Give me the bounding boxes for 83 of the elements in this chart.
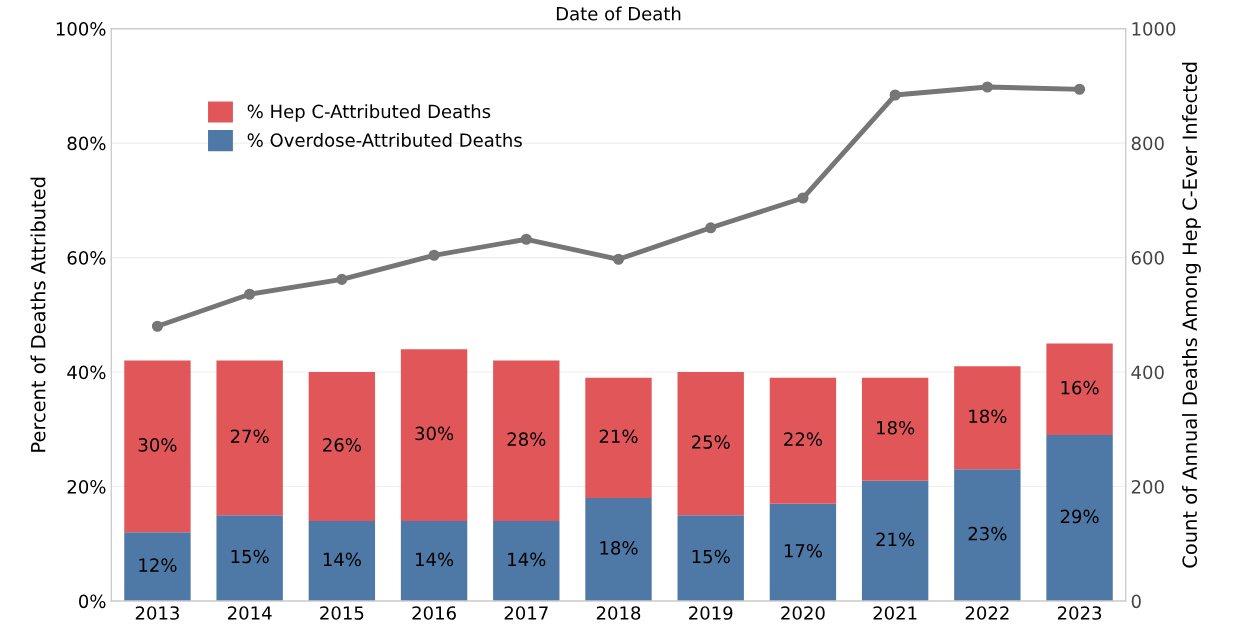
bar [216, 515, 283, 602]
bar [124, 532, 191, 602]
bar [400, 349, 468, 521]
point [797, 192, 809, 204]
y2-tick-label: 1000 [1132, 22, 1176, 36]
x-tick-label: 2018 [596, 606, 641, 620]
bar [954, 469, 1021, 602]
bar [493, 360, 560, 521]
data-label: 26% [323, 438, 361, 452]
bar [861, 480, 929, 602]
y2-tick-label: 400 [1131, 365, 1164, 380]
data-label: 18% [969, 409, 1007, 424]
x-tick-label: 2017 [504, 606, 548, 620]
y-axis-title: Percent of Deaths Attributed [30, 177, 46, 452]
data-label: 14% [323, 552, 361, 567]
y-tick-label: 80% [67, 136, 106, 151]
y2-tick-label: 0 [1131, 594, 1141, 609]
point [244, 288, 256, 300]
point [428, 249, 440, 261]
x-tick-label: 2022 [965, 606, 1009, 620]
data-label: 29% [1060, 509, 1099, 524]
bar [493, 520, 560, 602]
point [151, 320, 163, 332]
bar [769, 377, 837, 504]
bar [1046, 435, 1113, 602]
x-tick-label: 2019 [689, 606, 733, 620]
data-label: 23% [968, 526, 1007, 541]
bar [1046, 343, 1113, 436]
x-tick-label: 2023 [1057, 606, 1102, 620]
y2-tick-label: 200 [1131, 480, 1164, 494]
y-tick-label: 100% [56, 22, 106, 36]
x-tick-label: 2016 [412, 606, 456, 620]
y-tick-label: 20% [67, 480, 106, 494]
data-label: 25% [691, 435, 730, 449]
y2-axis-title: Count of Annual Deaths Among Hep C-Ever Infected [1182, 62, 1201, 568]
bar [585, 497, 652, 602]
bar [124, 360, 191, 533]
x-tick-label: 2015 [320, 606, 364, 620]
bar [677, 372, 744, 516]
bar [769, 503, 837, 602]
y2-tick-label: 600 [1131, 251, 1164, 265]
bar [400, 520, 468, 602]
x-tick-label: 2014 [228, 606, 272, 620]
y-tick-label: 0% [79, 594, 106, 609]
data-label: 27% [230, 429, 269, 444]
x-tick-label: 2020 [781, 606, 825, 620]
data-label: 16% [1061, 380, 1099, 395]
bar [954, 366, 1021, 470]
bar [861, 377, 929, 481]
point [612, 253, 625, 265]
bar [308, 372, 376, 521]
y2-tick-label: 800 [1131, 136, 1164, 151]
data-label: 14% [508, 552, 546, 567]
data-label: 18% [877, 420, 915, 435]
data-label: 30% [138, 438, 177, 452]
data-label: 17% [784, 543, 822, 558]
data-label: 21% [599, 429, 638, 444]
point [1074, 83, 1086, 95]
bar [585, 377, 652, 498]
bar [216, 360, 283, 516]
data-label: 30% [415, 426, 454, 441]
bar [677, 515, 744, 602]
data-label: 15% [231, 549, 269, 564]
data-label: 21% [876, 532, 915, 547]
point [336, 273, 348, 285]
legend-label: % Overdose-Attributed Deaths [247, 132, 522, 147]
data-label: 22% [784, 432, 822, 446]
x-tick-label: 2021 [873, 606, 917, 620]
bar [308, 520, 376, 602]
point [889, 89, 901, 101]
data-label: 18% [600, 541, 638, 555]
point [981, 81, 993, 93]
point [520, 233, 532, 245]
legend-label: % Hep C-Attributed Deaths [247, 104, 491, 122]
chart-title: Date of Death [556, 6, 681, 21]
y-tick-label: 60% [67, 251, 106, 265]
data-label: 12% [139, 558, 177, 572]
y-tick-label: 40% [67, 365, 106, 380]
point [705, 222, 717, 234]
data-label: 14% [415, 552, 454, 567]
x-tick-label: 2013 [135, 606, 179, 620]
data-label: 28% [507, 432, 546, 446]
data-label: 15% [692, 549, 730, 564]
